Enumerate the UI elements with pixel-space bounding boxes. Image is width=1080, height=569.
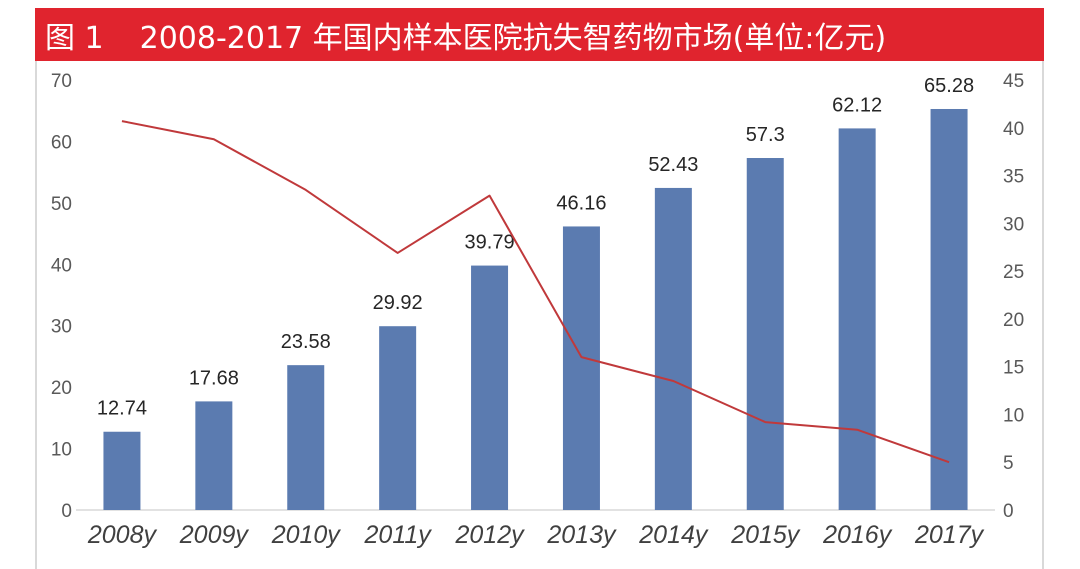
y-right-tick-label: 0 [1003,501,1014,522]
x-category-label: 2009y [179,521,250,549]
y-left-tick-label: 40 [51,255,72,276]
bar [195,401,233,510]
figure-label: 图 1 [45,20,104,56]
y-left-tick-label: 0 [61,501,72,522]
series-line [121,120,950,464]
bar [287,365,325,510]
chart-title-bar: 图 1 2008-2017 年国内样本医院抗失智药物市场(单位:亿元) [35,8,1044,61]
y-right-tick-label: 10 [1003,405,1024,426]
y-right-tick-label: 40 [1003,119,1024,140]
y-left-tick-label: 20 [51,378,72,399]
x-category-label: 2011y [364,521,433,549]
x-category-label: 2008y [87,521,158,549]
data-label: 46.16 [556,192,606,214]
x-category-label: 2015y [730,521,801,549]
bar [930,108,968,510]
x-category-label: 2016y [822,521,893,549]
frame-right-border [1042,61,1044,569]
x-category-label: 2010y [271,521,342,549]
y-right-tick-label: 25 [1003,262,1024,283]
bar [838,128,876,511]
bar [746,158,784,510]
y-right-tick-label: 20 [1003,310,1024,331]
bar [103,431,141,510]
x-category-label: 2012y [454,521,525,549]
y-right-tick-label: 30 [1003,214,1024,235]
chart-title: 2008-2017 年国内样本医院抗失智药物市场(单位:亿元) [139,20,887,56]
data-label: 12.74 [97,398,147,420]
data-label: 17.68 [189,367,239,389]
bar [379,326,417,510]
x-category-label: 2013y [546,521,617,549]
y-left-tick-label: 30 [51,317,72,338]
x-category-label: 2017y [914,521,985,549]
bar [471,265,509,510]
bar [562,226,600,510]
data-label: 65.28 [924,75,974,97]
data-label: 39.79 [465,232,515,254]
y-left-tick-label: 10 [51,440,72,461]
y-left-tick-label: 70 [51,71,72,92]
y-left-tick-label: 50 [51,194,72,215]
y-right-tick-label: 5 [1003,453,1014,474]
y-right-tick-label: 35 [1003,167,1024,188]
data-label: 29.92 [373,292,423,314]
data-label: 52.43 [648,154,698,176]
frame-left-border [35,61,37,569]
data-label: 62.12 [832,94,882,116]
y-right-tick-label: 15 [1003,358,1024,379]
data-label: 23.58 [281,331,331,353]
x-category-label: 2014y [638,521,709,549]
bar [654,187,692,510]
y-right-tick-label: 45 [1003,71,1024,92]
data-label: 57.3 [746,124,785,146]
y-left-tick-label: 60 [51,132,72,153]
